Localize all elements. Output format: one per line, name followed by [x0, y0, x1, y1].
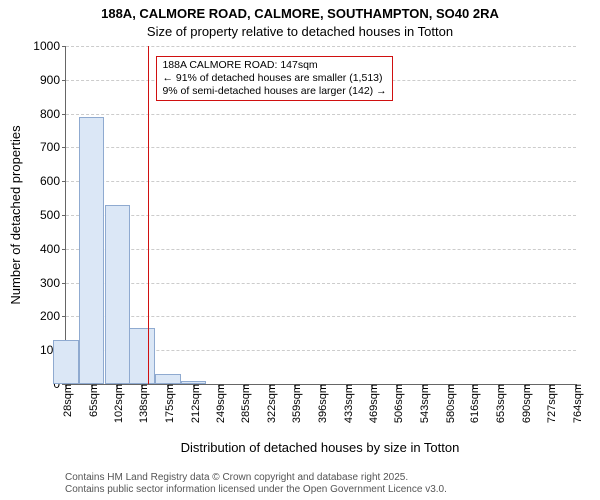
xtick-label: 285sqm — [236, 384, 252, 423]
xtick-label: 727sqm — [542, 384, 558, 423]
xtick-label: 359sqm — [287, 384, 303, 423]
gridline — [66, 215, 576, 216]
x-axis-label: Distribution of detached houses by size … — [65, 440, 575, 455]
xtick-label: 764sqm — [568, 384, 584, 423]
xtick-label: 175sqm — [160, 384, 176, 423]
histogram-bar — [155, 374, 181, 384]
ytick-label: 400 — [40, 242, 66, 256]
reference-line — [148, 46, 149, 384]
ytick-label: 300 — [40, 276, 66, 290]
gridline — [66, 249, 576, 250]
xtick-label: 212sqm — [186, 384, 202, 423]
xtick-label: 506sqm — [389, 384, 405, 423]
chart-title-2: Size of property relative to detached ho… — [0, 24, 600, 39]
chart-title-1: 188A, CALMORE ROAD, CALMORE, SOUTHAMPTON… — [0, 6, 600, 21]
gridline — [66, 114, 576, 115]
ytick-label: 900 — [40, 73, 66, 87]
plot-area: 0100200300400500600700800900100028sqm65s… — [65, 46, 576, 385]
gridline — [66, 316, 576, 317]
xtick-label: 469sqm — [364, 384, 380, 423]
xtick-label: 616sqm — [465, 384, 481, 423]
histogram-bar — [79, 117, 105, 384]
ytick-label: 600 — [40, 174, 66, 188]
xtick-label: 433sqm — [339, 384, 355, 423]
xtick-label: 65sqm — [84, 384, 100, 417]
annotation-line: ← 91% of detached houses are smaller (1,… — [162, 72, 386, 85]
histogram-chart: 188A, CALMORE ROAD, CALMORE, SOUTHAMPTON… — [0, 0, 600, 500]
gridline — [66, 283, 576, 284]
xtick-label: 653sqm — [491, 384, 507, 423]
gridline — [66, 147, 576, 148]
annotation-box: 188A CALMORE ROAD: 147sqm← 91% of detach… — [156, 56, 392, 101]
ytick-label: 800 — [40, 107, 66, 121]
annotation-line: 9% of semi-detached houses are larger (1… — [162, 85, 386, 98]
xtick-label: 690sqm — [517, 384, 533, 423]
gridline — [66, 181, 576, 182]
xtick-label: 249sqm — [211, 384, 227, 423]
histogram-bar — [53, 340, 79, 384]
xtick-label: 322sqm — [262, 384, 278, 423]
xtick-label: 102sqm — [109, 384, 125, 423]
histogram-bar — [105, 205, 131, 384]
ytick-label: 700 — [40, 140, 66, 154]
xtick-label: 543sqm — [415, 384, 431, 423]
xtick-label: 28sqm — [58, 384, 74, 417]
footnote-2: Contains public sector information licen… — [65, 484, 447, 495]
xtick-label: 138sqm — [134, 384, 150, 423]
ytick-label: 1000 — [33, 39, 66, 53]
ytick-label: 200 — [40, 309, 66, 323]
ytick-label: 500 — [40, 208, 66, 222]
xtick-label: 396sqm — [313, 384, 329, 423]
y-axis-label: Number of detached properties — [8, 125, 23, 304]
gridline — [66, 46, 576, 47]
footnote-1: Contains HM Land Registry data © Crown c… — [65, 472, 408, 483]
annotation-line: 188A CALMORE ROAD: 147sqm — [162, 59, 386, 72]
xtick-label: 580sqm — [441, 384, 457, 423]
histogram-bar — [129, 328, 155, 384]
